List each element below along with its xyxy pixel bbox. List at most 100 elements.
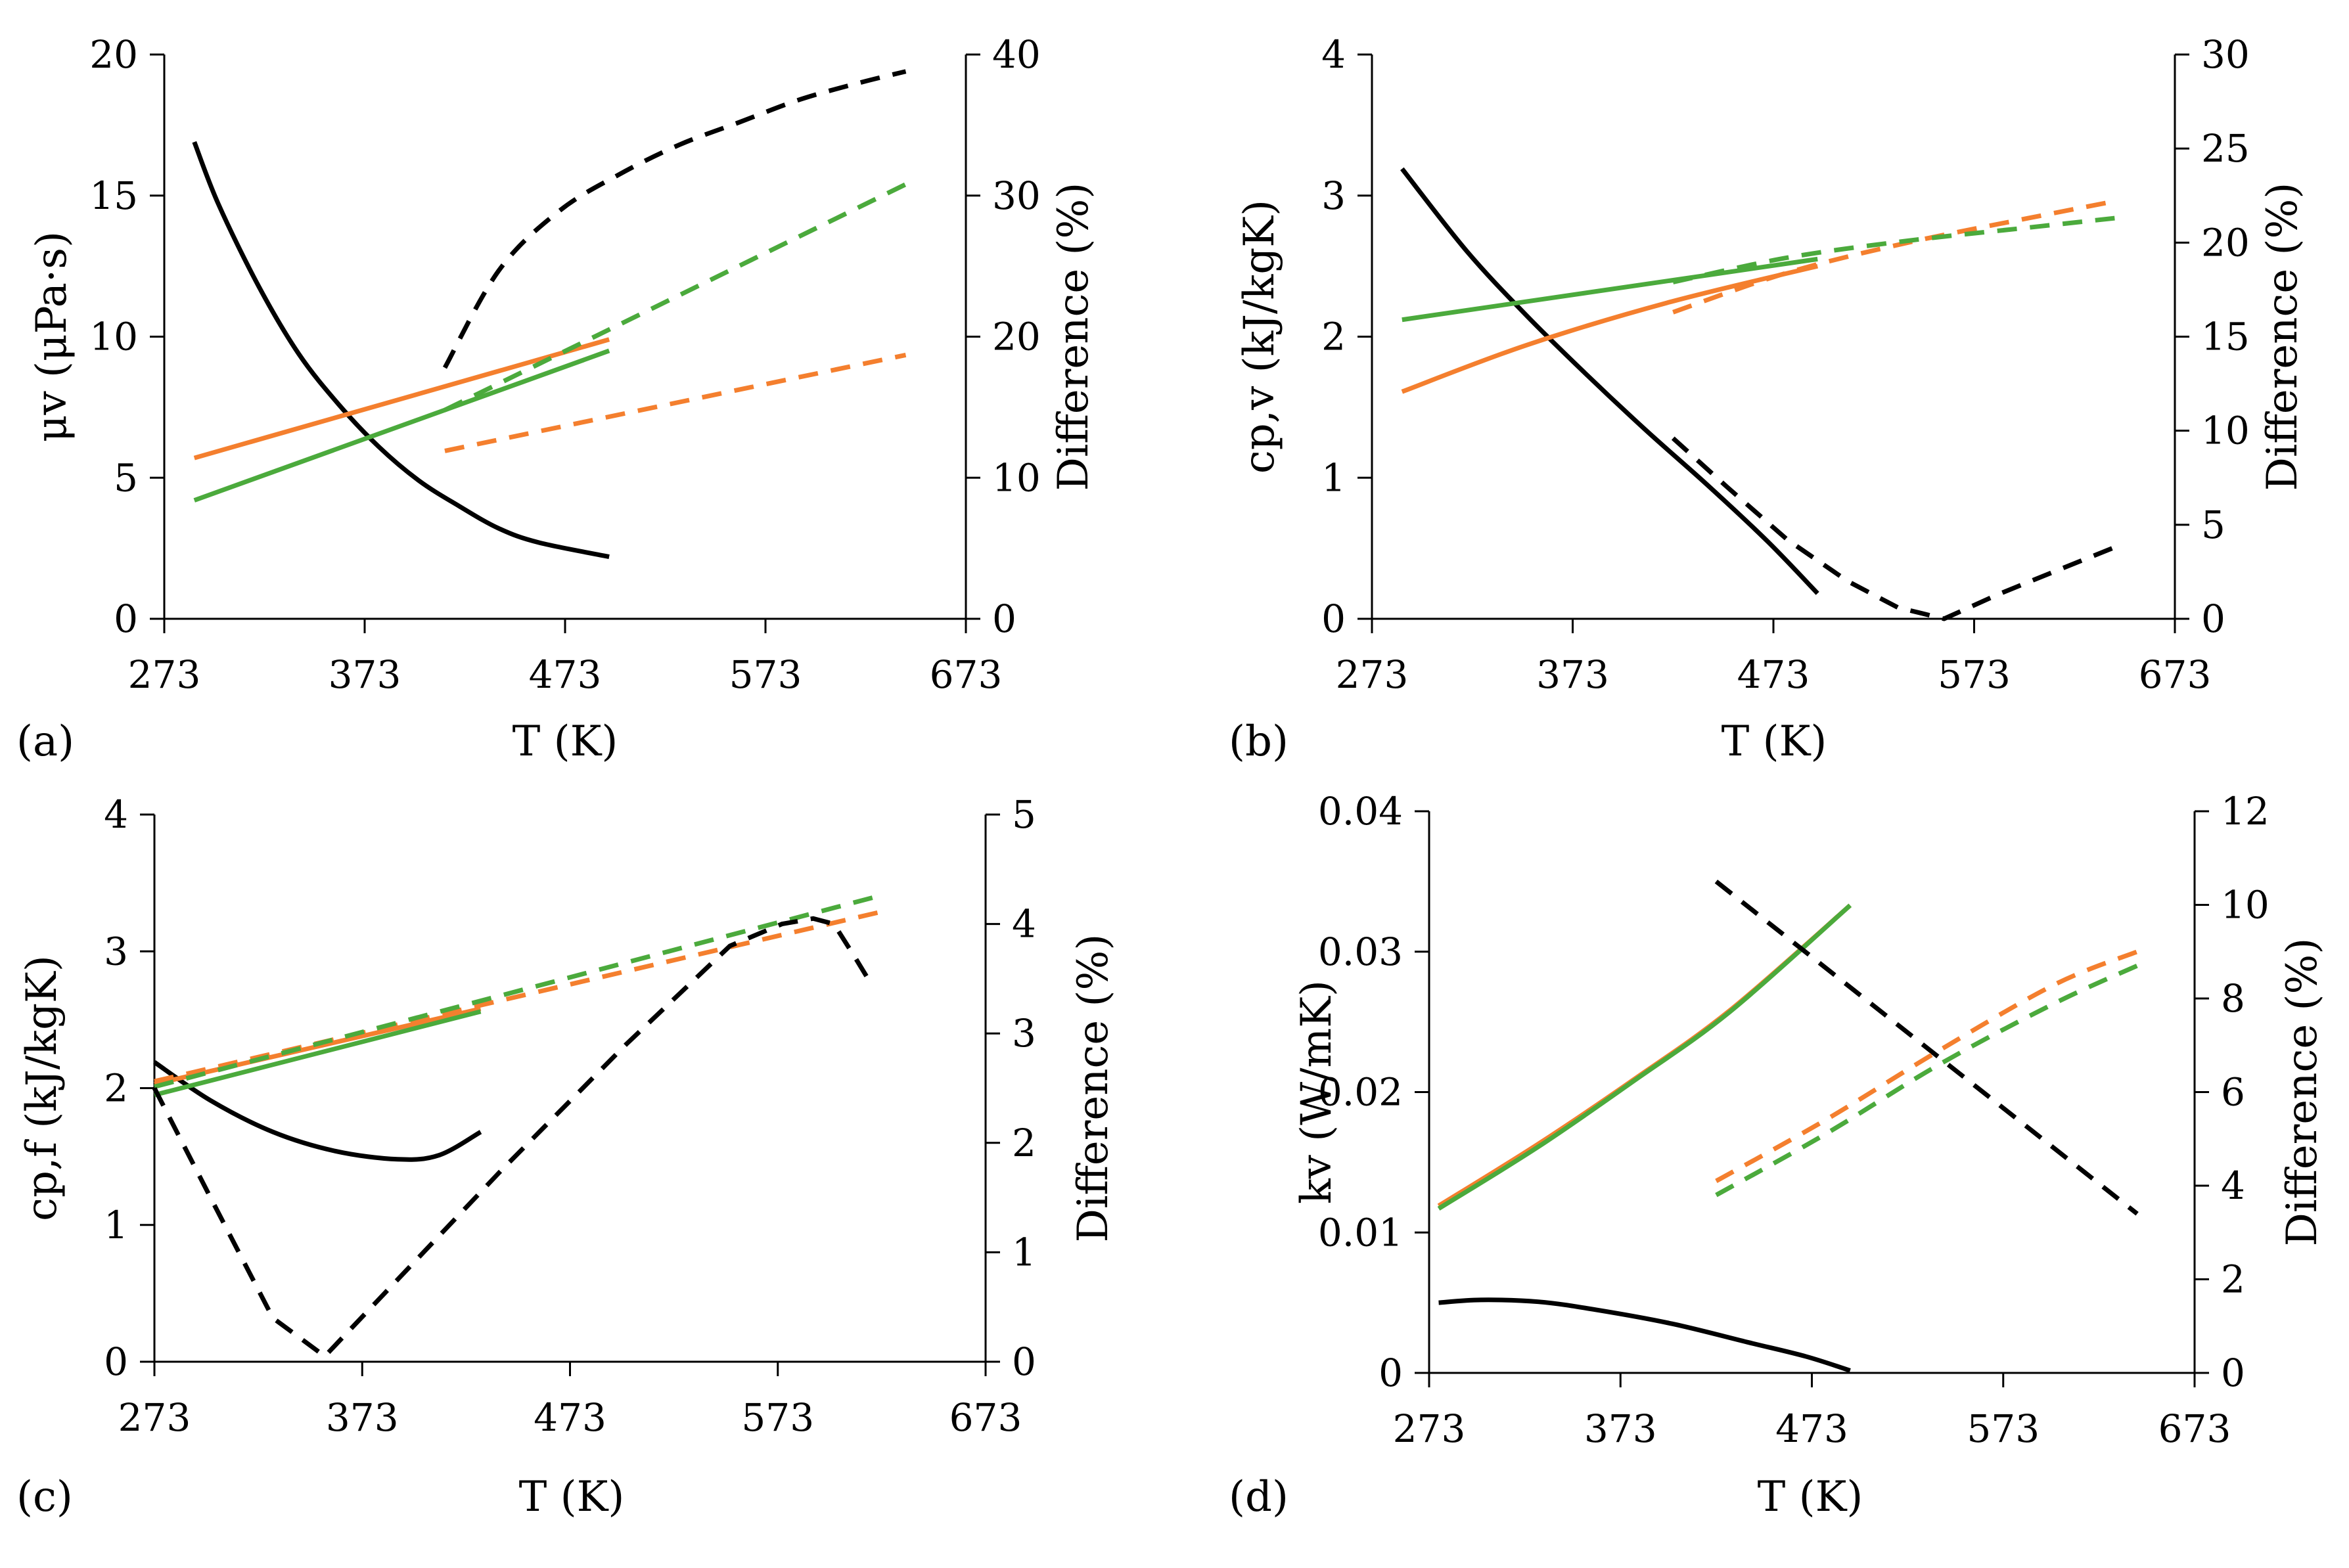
y2-tick-label: 20 <box>992 315 1041 359</box>
x-tick-label: 573 <box>741 1395 814 1440</box>
y-axis-title: cp,v (kJ/kgK) <box>1235 200 1284 474</box>
x-tick-label: 473 <box>534 1395 606 1440</box>
series-black-solid <box>153 1060 482 1162</box>
y2-tick-label: 10 <box>2201 409 2250 453</box>
y2-tick-label: 4 <box>2221 1163 2245 1208</box>
y2-tick-label: 1 <box>1012 1230 1036 1274</box>
y2-tick-label: 30 <box>992 173 1041 218</box>
x-tick-label: 673 <box>2139 652 2212 697</box>
panel-label: (d) <box>1229 1473 1289 1521</box>
series-orange-dashed <box>154 909 882 1084</box>
x-tick-label: 373 <box>1536 652 1609 697</box>
y2-tick-label: 0 <box>2201 596 2225 641</box>
y-tick-label: 3 <box>1321 173 1346 218</box>
y2-axis-title: Difference (%) <box>1069 934 1118 1243</box>
series-black-solid <box>192 141 610 559</box>
series-green-solid <box>193 348 610 503</box>
series-black-dashed <box>152 916 874 1359</box>
series-black-dashed <box>1671 436 2116 621</box>
y2-tick-label: 0 <box>1012 1339 1036 1384</box>
y-tick-label: 4 <box>104 792 128 837</box>
y-tick-label: 0 <box>114 596 138 641</box>
series-orange-dashed <box>444 352 907 453</box>
y-tick-label: 20 <box>89 32 138 77</box>
panel-label: (c) <box>16 1473 73 1521</box>
x-tick-label: 373 <box>326 1395 399 1440</box>
series-green-dashed <box>1715 963 2139 1198</box>
series-black-solid <box>1400 167 1819 595</box>
series-orange-solid <box>154 1006 482 1086</box>
panel-d: 273 373 473 573 673 0 0.01 0.02 0.03 0.04 0 2 4 6 8 10 1… <box>1229 789 2327 1521</box>
series-green-dashed <box>1672 215 2115 284</box>
x-tick-label: 273 <box>1393 1406 1466 1451</box>
series-green-solid <box>1437 903 1852 1211</box>
x-tick-label: 673 <box>949 1395 1022 1440</box>
y-tick-label: 0 <box>104 1339 128 1384</box>
y-tick-label: 1 <box>1321 455 1346 500</box>
y-tick-label: 15 <box>89 173 138 218</box>
y2-axis-title: Difference (%) <box>2258 183 2307 491</box>
x-tick-label: 273 <box>128 652 201 697</box>
panel-label: (a) <box>16 717 74 766</box>
y-tick-label: 0.04 <box>1318 789 1403 834</box>
y-tick-label: 2 <box>104 1066 128 1111</box>
series-orange-solid <box>1437 903 1852 1208</box>
x-axis-title: T (K) <box>519 1473 625 1521</box>
series-orange-dashed <box>1715 949 2138 1183</box>
y2-tick-label: 5 <box>2201 503 2225 547</box>
y2-tick-label: 30 <box>2201 32 2250 77</box>
panel-a: 273 373 473 573 673 0 5 10 15 20 0 10 20 30 40 T (K) μv … <box>16 32 1098 766</box>
x-tick-label: 373 <box>329 652 401 697</box>
y2-tick-label: 0 <box>992 596 1016 641</box>
x-tick-label: 473 <box>1775 1406 1848 1451</box>
panel-b: 273 373 473 573 673 0 1 2 3 4 0 5 10 15 20 25 30 T (K) cp,… <box>1229 32 2307 766</box>
y-axis-title: cp,f (kJ/kgK) <box>18 955 66 1221</box>
y2-tick-label: 2 <box>1012 1121 1036 1165</box>
x-tick-label: 673 <box>2158 1406 2231 1451</box>
y-tick-label: 1 <box>104 1203 128 1247</box>
y2-tick-label: 25 <box>2201 126 2250 171</box>
y2-tick-label: 3 <box>1012 1011 1036 1056</box>
y2-tick-label: 6 <box>2221 1070 2245 1115</box>
x-tick-label: 573 <box>1938 652 2011 697</box>
y-tick-label: 0.01 <box>1318 1210 1403 1255</box>
y-tick-label: 0 <box>1321 596 1346 641</box>
y2-tick-label: 0 <box>2221 1351 2245 1395</box>
series-orange-dashed <box>1672 198 2116 315</box>
x-tick-label: 273 <box>118 1395 191 1440</box>
y-tick-label: 0.03 <box>1318 930 1403 974</box>
x-tick-label: 573 <box>1967 1406 2040 1451</box>
y2-tick-label: 10 <box>2221 883 2269 928</box>
y2-tick-label: 8 <box>2221 976 2245 1021</box>
y2-tick-label: 15 <box>2201 315 2250 359</box>
y2-tick-label: 12 <box>2221 789 2269 834</box>
x-tick-label: 573 <box>729 652 802 697</box>
x-tick-label: 673 <box>930 652 1003 697</box>
y-tick-label: 2 <box>1321 315 1346 359</box>
x-tick-label: 473 <box>529 652 602 697</box>
y2-tick-label: 2 <box>2221 1257 2245 1302</box>
series-green-solid <box>154 1009 482 1098</box>
panel-c: 273 373 473 573 673 0 1 2 3 4 0 1 2 3 4 5 T (K) cp,f (kJ/… <box>16 792 1118 1521</box>
series-black-dashed <box>442 69 907 369</box>
x-axis-title: T (K) <box>513 717 618 766</box>
series-green-dashed <box>154 893 882 1089</box>
series-orange-solid <box>1401 263 1819 394</box>
series-green-dashed <box>444 182 907 413</box>
series-orange-solid <box>193 337 610 460</box>
y2-tick-label: 40 <box>992 32 1041 77</box>
y-tick-label: 0 <box>1379 1351 1403 1395</box>
y-tick-label: 10 <box>89 315 138 359</box>
y-tick-label: 5 <box>114 455 138 500</box>
y-tick-label: 0.02 <box>1318 1070 1403 1115</box>
y-tick-label: 3 <box>104 929 128 974</box>
series-black-dashed <box>1714 880 2139 1216</box>
x-tick-label: 273 <box>1336 652 1409 697</box>
y2-axis-title: Difference (%) <box>1049 183 1098 491</box>
x-axis-title: T (K) <box>1722 717 1827 766</box>
series-green-solid <box>1402 256 1818 323</box>
y2-tick-label: 5 <box>1012 792 1036 837</box>
y-axis-title: μv (μPa·s) <box>28 231 76 442</box>
y-axis-title: kv (W/mK) <box>1292 980 1341 1204</box>
